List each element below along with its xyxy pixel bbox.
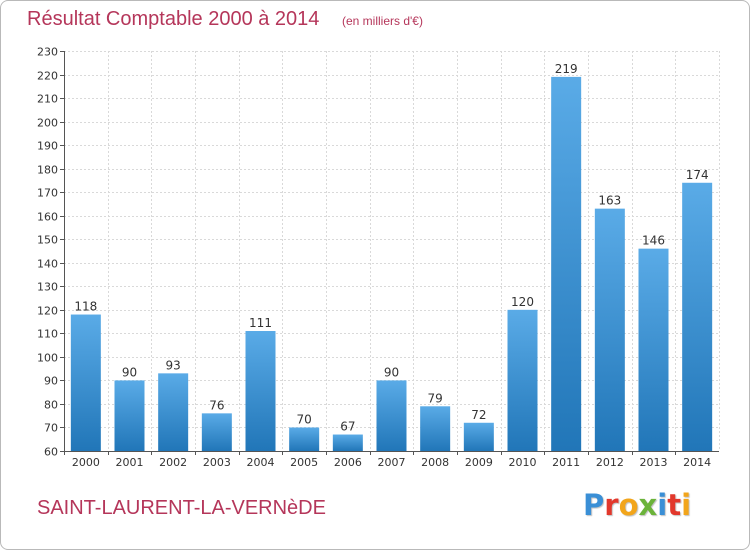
- y-tick-label: 150: [37, 234, 58, 247]
- bar-value-label: 90: [384, 365, 399, 379]
- bar-value-label: 79: [428, 391, 443, 405]
- x-tick-label: 2009: [465, 456, 493, 469]
- y-tick-label: 200: [37, 117, 58, 130]
- y-tick-label: 60: [44, 446, 58, 459]
- bar: [594, 208, 625, 451]
- logo-letter: i: [681, 488, 692, 522]
- bar-value-label: 146: [642, 234, 665, 248]
- y-tick-label: 100: [37, 352, 58, 365]
- x-tick-label: 2007: [378, 456, 406, 469]
- x-tick-label: 2011: [552, 456, 580, 469]
- x-tick-label: 2012: [596, 456, 624, 469]
- bar-value-label: 70: [297, 412, 312, 426]
- bar: [507, 309, 538, 451]
- x-tick-label: 2006: [334, 456, 362, 469]
- bar: [463, 422, 494, 451]
- bar-value-label: 163: [598, 194, 621, 208]
- logo-letter: i: [657, 488, 668, 522]
- y-tick-label: 70: [44, 422, 58, 435]
- axes: [60, 51, 719, 455]
- logo-letter: t: [667, 488, 682, 522]
- x-tick-label: 2010: [509, 456, 537, 469]
- chart-subtitle: (en milliers d'€): [342, 14, 423, 28]
- x-tick-label: 2000: [72, 456, 100, 469]
- y-tick-label: 210: [37, 93, 58, 106]
- x-tick-label: 2008: [421, 456, 449, 469]
- logo-letter: x: [638, 488, 658, 522]
- y-tick-label: 140: [37, 258, 58, 271]
- y-tick-label: 160: [37, 211, 58, 224]
- y-tick-label: 120: [37, 305, 58, 318]
- x-tick-label: 2004: [247, 456, 275, 469]
- bar: [70, 314, 101, 451]
- y-tick-label: 190: [37, 140, 58, 153]
- x-tick-label: 2002: [159, 456, 187, 469]
- x-tick-label: 2014: [683, 456, 711, 469]
- y-tick-label: 180: [37, 164, 58, 177]
- bar: [682, 182, 713, 451]
- logo-letter: P: [583, 488, 605, 522]
- bar: [114, 380, 145, 451]
- y-tick-label: 220: [37, 70, 58, 83]
- x-tick-label: 2005: [290, 456, 318, 469]
- bar-value-label: 76: [209, 398, 224, 412]
- logo-letter: o: [618, 488, 639, 522]
- x-tick-label: 2003: [203, 456, 231, 469]
- proxiti-logo: Proxiti: [583, 488, 691, 522]
- bar-value-label: 118: [74, 300, 97, 314]
- y-tick-label: 90: [44, 375, 58, 388]
- x-tick-label: 2013: [640, 456, 668, 469]
- bar: [376, 380, 407, 451]
- bar-value-label: 111: [249, 316, 272, 330]
- bar-value-label: 72: [471, 408, 486, 422]
- y-tick-label: 230: [37, 46, 58, 59]
- bar: [289, 427, 320, 451]
- bar-value-label: 93: [166, 358, 181, 372]
- bar: [332, 434, 363, 451]
- bar: [158, 373, 189, 451]
- bar-value-label: 219: [555, 62, 578, 76]
- y-tick-label: 170: [37, 187, 58, 200]
- y-tick-label: 80: [44, 399, 58, 412]
- commune-name: SAINT-LAURENT-LA-VERNèDE: [37, 497, 326, 519]
- bar: [420, 406, 451, 451]
- chart-title: Résultat Comptable 2000 à 2014: [27, 8, 320, 30]
- bar: [551, 76, 582, 451]
- bar: [638, 248, 669, 451]
- x-tick-label: 2001: [116, 456, 144, 469]
- y-tick-label: 130: [37, 281, 58, 294]
- bar-value-label: 67: [340, 420, 355, 434]
- bar: [201, 413, 232, 451]
- bar-value-label: 90: [122, 365, 137, 379]
- bar-value-label: 174: [686, 168, 709, 182]
- labels: 60 70 80 90 100 110 120 130 140 150 160 170 180 190 20…: [37, 46, 711, 470]
- bar: [245, 331, 276, 451]
- bars: [70, 76, 713, 451]
- bar-value-label: 120: [511, 295, 534, 309]
- logo-letter: r: [604, 488, 619, 522]
- y-tick-label: 110: [37, 328, 58, 341]
